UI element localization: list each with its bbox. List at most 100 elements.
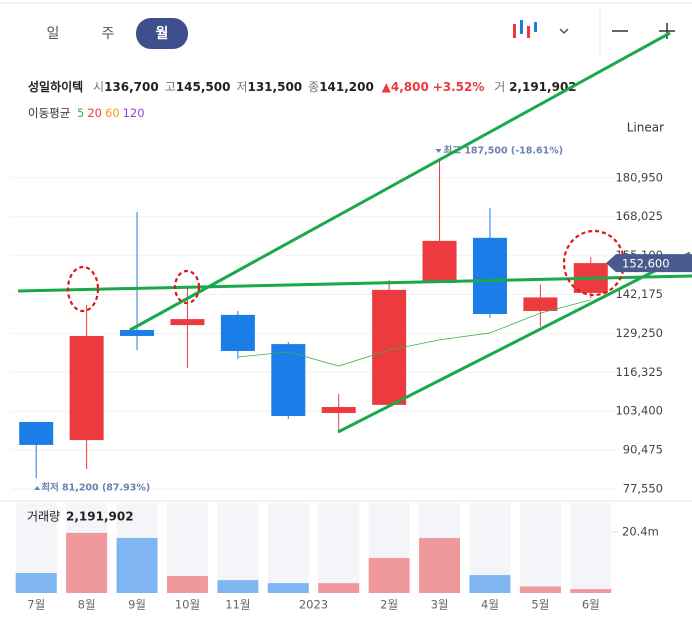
volume-bar: [217, 580, 259, 593]
volume-bg: [217, 503, 259, 593]
tab[interactable]: 일: [47, 26, 60, 42]
x-tick-label: 9월: [128, 598, 146, 612]
volume-label: 거래량: [27, 510, 60, 524]
ma-legend: 이동평균 5 20 60 120: [28, 105, 148, 121]
volume-bar: [469, 575, 511, 593]
change: ▲4,800: [381, 80, 429, 94]
change-pct: +3.52%: [432, 80, 485, 94]
volume-bg: [419, 503, 461, 593]
tab[interactable]: 주: [102, 26, 115, 42]
y-tick-label: 103,400: [615, 404, 663, 418]
trend-line: [17, 274, 692, 293]
x-tick-label: 4월: [481, 598, 499, 612]
volume-bar: [267, 583, 309, 593]
x-tick-label: 2월: [380, 598, 398, 612]
volume-bg: [469, 503, 511, 593]
volume-bg: [570, 503, 612, 593]
volume-value: 2,191,902: [66, 510, 134, 524]
volume-bg: [368, 503, 410, 593]
x-tick-label: 6월: [582, 598, 600, 612]
field-value: 141,200: [319, 80, 374, 94]
volume-bg: [166, 503, 208, 593]
volume-bar: [419, 537, 461, 593]
volume-bar: [318, 583, 360, 593]
volume-tick-label: 20.4m: [622, 525, 659, 539]
price-tag: [606, 254, 692, 273]
volume-bar: [116, 537, 158, 593]
highlight-circle: [66, 265, 100, 313]
candle-body: [321, 406, 356, 414]
volume-bar: [166, 575, 208, 593]
price-tag-label: 152,600: [622, 257, 670, 271]
y-tick-label: 129,250: [615, 326, 663, 340]
volume-bg: [519, 503, 561, 593]
ma-legend-item: 5: [76, 106, 85, 120]
field-label: 시: [93, 80, 105, 94]
field-label: 저: [236, 80, 248, 94]
highlight-circle: [562, 229, 626, 297]
candle-body: [120, 329, 155, 336]
candle-body: [523, 297, 558, 311]
volume-bar: [519, 586, 561, 593]
field-value: 145,500: [175, 80, 231, 94]
y-tick-label: 90,475: [623, 443, 663, 457]
candle-body: [19, 422, 54, 445]
volume-bar: [570, 589, 612, 593]
x-tick-label: 5월: [531, 598, 549, 612]
candle-body: [372, 289, 407, 405]
y-tick-label: 142,175: [615, 287, 663, 301]
ma-legend-item: 20: [87, 106, 102, 120]
stock-name: 성일하이텍: [28, 80, 84, 94]
ma-label: 이동평균: [28, 106, 71, 120]
icon-bar: [520, 20, 523, 34]
candle-icon[interactable]: [513, 20, 537, 38]
zoom-in[interactable]: [659, 23, 675, 39]
field-label: 종: [308, 80, 320, 94]
high-marker: [435, 149, 442, 154]
candle-body: [69, 335, 104, 441]
icon-bar: [534, 22, 537, 32]
x-tick-label: 7월: [27, 598, 45, 612]
field-value: 136,700: [104, 80, 159, 94]
candle-body: [422, 240, 457, 283]
y-tick-label: 116,325: [615, 365, 663, 379]
candle-body: [220, 314, 255, 352]
x-tick-label: 8월: [78, 598, 96, 612]
icon-bar: [513, 24, 516, 38]
volume-bar: [368, 558, 410, 593]
field-value: 2,191,902: [509, 80, 577, 94]
highlight-circle: [173, 269, 201, 305]
volume-bar: [15, 572, 57, 593]
scale-label[interactable]: Linear: [627, 121, 664, 135]
field-label: 고: [164, 80, 176, 94]
field-label: 거: [494, 80, 506, 94]
field-value: 131,500: [247, 80, 303, 94]
candle-body: [573, 263, 608, 293]
volume-bg: [267, 503, 309, 593]
low-marker: [34, 486, 41, 491]
candle-body: [271, 344, 306, 417]
icon-bar: [527, 26, 530, 38]
trend-line: [337, 251, 691, 434]
x-tick-label: 11월: [225, 598, 250, 612]
high-annotation: 최고 187,500 (-18.61%): [444, 145, 564, 157]
volume-bg: [318, 503, 360, 593]
ohlc-header: 성일하이텍 시136,700 고145,500 저131,500 종141,200 ▲…: [28, 78, 577, 95]
low-annotation: 최저 81,200 (87.93%): [41, 482, 150, 494]
y-tick-label: 180,950: [615, 170, 663, 184]
y-tick-label: 168,025: [615, 209, 663, 223]
volume-bg: [15, 503, 57, 593]
candle-body: [170, 319, 205, 326]
volume-bg: [66, 503, 108, 593]
dropdown-chevron[interactable]: [559, 28, 569, 35]
tab[interactable]: 월: [156, 25, 169, 42]
volume-bar: [66, 532, 108, 593]
ma-legend-item: 120: [122, 106, 145, 120]
y-tick-label: 77,550: [623, 482, 663, 496]
x-tick-label: 2023: [299, 598, 328, 612]
volume-bg: [116, 503, 158, 593]
y-tick-label: 155,100: [615, 248, 663, 262]
ma-line: [237, 299, 591, 367]
